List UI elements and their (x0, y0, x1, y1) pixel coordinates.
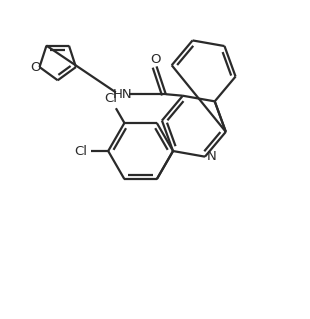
Text: Cl: Cl (104, 93, 117, 105)
Text: O: O (150, 53, 161, 66)
Text: O: O (31, 61, 41, 74)
Text: HN: HN (113, 88, 132, 101)
Text: Cl: Cl (74, 145, 87, 158)
Text: N: N (207, 150, 217, 163)
